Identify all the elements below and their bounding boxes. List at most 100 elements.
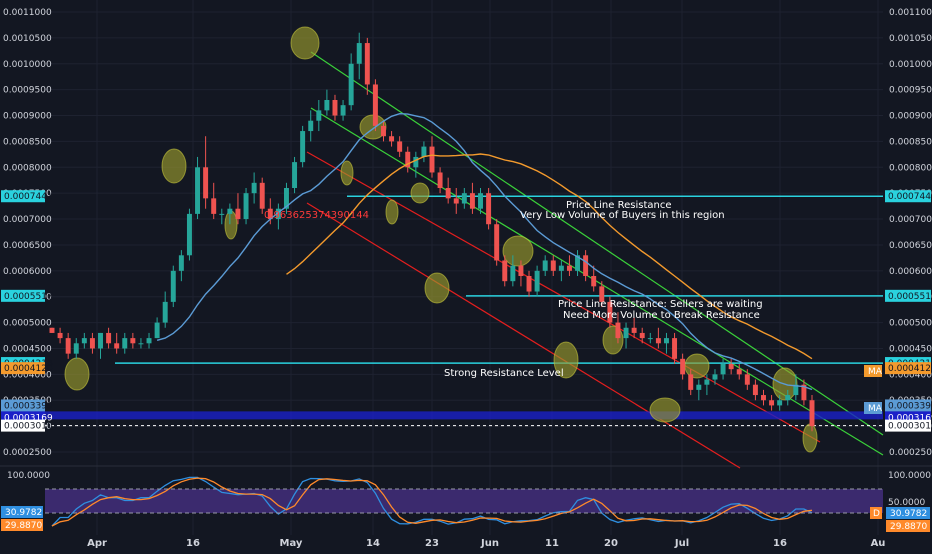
candle-body — [478, 193, 483, 209]
candle-body — [623, 327, 629, 339]
candle-body — [599, 286, 605, 302]
candlesticks[interactable] — [49, 32, 815, 432]
candle-body — [639, 332, 645, 339]
price-tick-left: 0.0011000 — [3, 8, 52, 18]
price-badge-right: 0.0007441 — [888, 192, 932, 202]
candle-body — [542, 260, 548, 271]
candle-body — [696, 384, 702, 390]
highlight-ellipse — [802, 423, 818, 453]
highlight-ellipse — [502, 235, 534, 267]
price-badge-left-bg — [1, 419, 45, 432]
time-tick-label: 16 — [186, 538, 200, 549]
time-tick-label: 20 — [604, 538, 618, 549]
candle-body — [461, 193, 467, 204]
time-tick-label: 16 — [773, 538, 787, 549]
candle-body — [251, 182, 257, 194]
candle-body — [381, 125, 386, 137]
highlight-ellipse — [161, 148, 187, 184]
candle-body — [356, 43, 362, 64]
price-tick-left: 0.0008000 — [3, 163, 52, 173]
stoch-d-badge-right: 29.8870 — [890, 522, 927, 532]
candle-body — [809, 400, 815, 427]
time-tick-label: May — [280, 538, 303, 549]
price-badge-right-bg — [885, 362, 931, 375]
stoch-tick-right-50: 50.0000 — [888, 498, 925, 508]
candle-body — [89, 338, 95, 349]
candle-body — [469, 193, 475, 209]
candle-body — [663, 338, 669, 344]
candle-body — [308, 120, 314, 132]
candle-body — [647, 338, 653, 340]
ma-tag-blue: MA — [868, 404, 883, 414]
candle-body — [510, 265, 516, 282]
annotation-price-line-2-sub: Need More Volume to Break Resistance — [563, 310, 760, 321]
candle-body — [300, 131, 306, 163]
price-badge-right-bg — [885, 419, 931, 432]
candle-body — [283, 188, 289, 209]
price-badge-right: 0.0003169 — [888, 413, 932, 423]
candle-body — [348, 63, 354, 106]
candle-body — [680, 358, 686, 375]
price-tick-left: 0.0005000 — [3, 319, 52, 329]
price-tick-left: 0.0009000 — [3, 112, 52, 122]
stoch-d-line — [51, 477, 813, 527]
candle-body — [712, 374, 718, 380]
candle-body — [777, 400, 783, 406]
candle-body — [752, 384, 758, 396]
candle-body — [195, 167, 201, 214]
price-tick-right: 0.0004000 — [889, 370, 932, 380]
candle-body — [761, 395, 766, 401]
stoch-tick-left-100: 100.0000 — [7, 471, 50, 481]
highlight-ellipse — [290, 26, 320, 60]
candle-body — [259, 182, 265, 209]
candle-body — [494, 224, 500, 261]
annotation-price-line-1: Price Line Resistance — [566, 200, 671, 211]
price-tick-right: 0.0007000 — [889, 215, 932, 225]
candle-body — [672, 338, 678, 359]
candle-body — [558, 265, 564, 271]
annotation-price-line-2: Price Line Resistance: Sellers are waiti… — [558, 299, 763, 310]
candle-body — [631, 327, 637, 333]
time-tick-label: Au — [871, 538, 886, 549]
candle-body — [316, 110, 322, 121]
candle-body — [186, 213, 192, 256]
stoch-band — [45, 489, 883, 513]
candle-body — [655, 338, 661, 344]
ma-fast-line — [156, 112, 813, 391]
level-band-0003169 — [45, 411, 883, 420]
stoch-k-badge-left-bg — [1, 506, 43, 518]
candle-body — [720, 364, 726, 375]
candle-body — [332, 100, 338, 116]
highlight-ellipse — [224, 210, 238, 240]
price-tick-right: 0.0008500 — [889, 137, 932, 147]
candle-body — [211, 198, 217, 214]
price-tick-left: 0.0004000 — [3, 370, 52, 380]
candle-body — [154, 322, 160, 339]
candle-body — [736, 369, 742, 375]
price-badge-right: 0.0004120 — [888, 364, 932, 374]
candle-body — [615, 322, 621, 339]
price-tick-right: 0.0010500 — [889, 34, 932, 44]
price-tick-right: 0.0008000 — [889, 163, 932, 173]
candle-body — [785, 395, 791, 401]
price-tick-left: 0.0008500 — [3, 137, 52, 147]
candle-body — [429, 146, 435, 173]
candle-body — [502, 260, 508, 282]
price-badges: 0.0007441 0.0007441 0.0005517 0.0005517 0.00… — [1, 190, 932, 432]
time-axis[interactable]: Apr 16 May 14 23 Jun 11 20 Jul 16 Au — [87, 538, 885, 549]
stoch-k-badge-right: 30.9782 — [890, 509, 927, 519]
price-tick-left: 0.0006500 — [3, 241, 52, 251]
stoch-d-badge-right-bg — [886, 520, 930, 532]
candle-body — [203, 167, 209, 199]
price-tick-right: 0.0005000 — [889, 319, 932, 329]
ma-tag-orange-bg — [864, 365, 882, 377]
highlight-ellipse — [553, 341, 579, 379]
candle-body — [534, 270, 540, 292]
price-tick-right: 0.0009000 — [889, 112, 932, 122]
candle-body — [397, 141, 403, 152]
highlight-ellipse — [340, 160, 354, 186]
candle-body — [138, 343, 144, 345]
